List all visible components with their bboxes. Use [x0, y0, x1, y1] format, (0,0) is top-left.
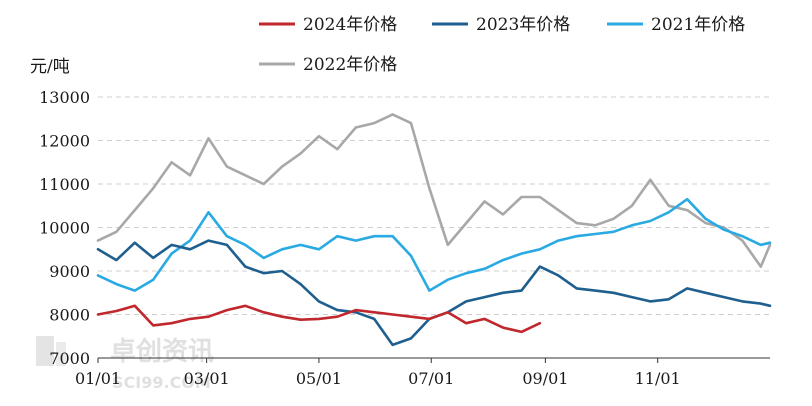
- series-line-2: [96, 197, 772, 292]
- x-tick-label: 03/01: [184, 369, 230, 388]
- watermark: 卓创资讯 SCI99.COM: [36, 336, 214, 392]
- series-line-1: [96, 239, 772, 347]
- y-tick-label: 9000: [49, 262, 90, 281]
- x-tick-label: 05/01: [296, 369, 342, 388]
- watermark-subtext: SCI99.COM: [112, 373, 211, 392]
- watermark-text: 卓创资讯: [110, 337, 214, 367]
- watermark-logo-mark: [36, 336, 54, 366]
- x-tick-label: 01/01: [75, 369, 121, 388]
- legend-label: 2022年价格: [303, 55, 397, 75]
- series-line-0: [96, 304, 542, 334]
- y-tick-label: 8000: [49, 306, 90, 325]
- watermark-logo-mark: [56, 342, 66, 366]
- legend-label: 2024年价格: [303, 15, 397, 35]
- y-tick-label: 11000: [39, 175, 90, 194]
- y-tick-label: 10000: [39, 219, 90, 238]
- y-tick-label: 12000: [39, 132, 90, 151]
- legend-label: 2021年价格: [651, 15, 745, 35]
- y-axis-unit-label: 元/吨: [30, 57, 70, 77]
- y-tick-label: 13000: [39, 88, 90, 107]
- series-lines: [96, 113, 772, 347]
- legend: 2024年价格 2023年价格 2021年价格 2022年价格: [259, 15, 745, 75]
- series-line-3: [96, 113, 772, 268]
- x-tick-label: 11/01: [635, 369, 681, 388]
- x-tick-label: 07/01: [408, 369, 454, 388]
- legend-label: 2023年价格: [476, 15, 570, 35]
- y-tick-label: 7000: [49, 349, 90, 368]
- x-tick-label: 09/01: [522, 369, 568, 388]
